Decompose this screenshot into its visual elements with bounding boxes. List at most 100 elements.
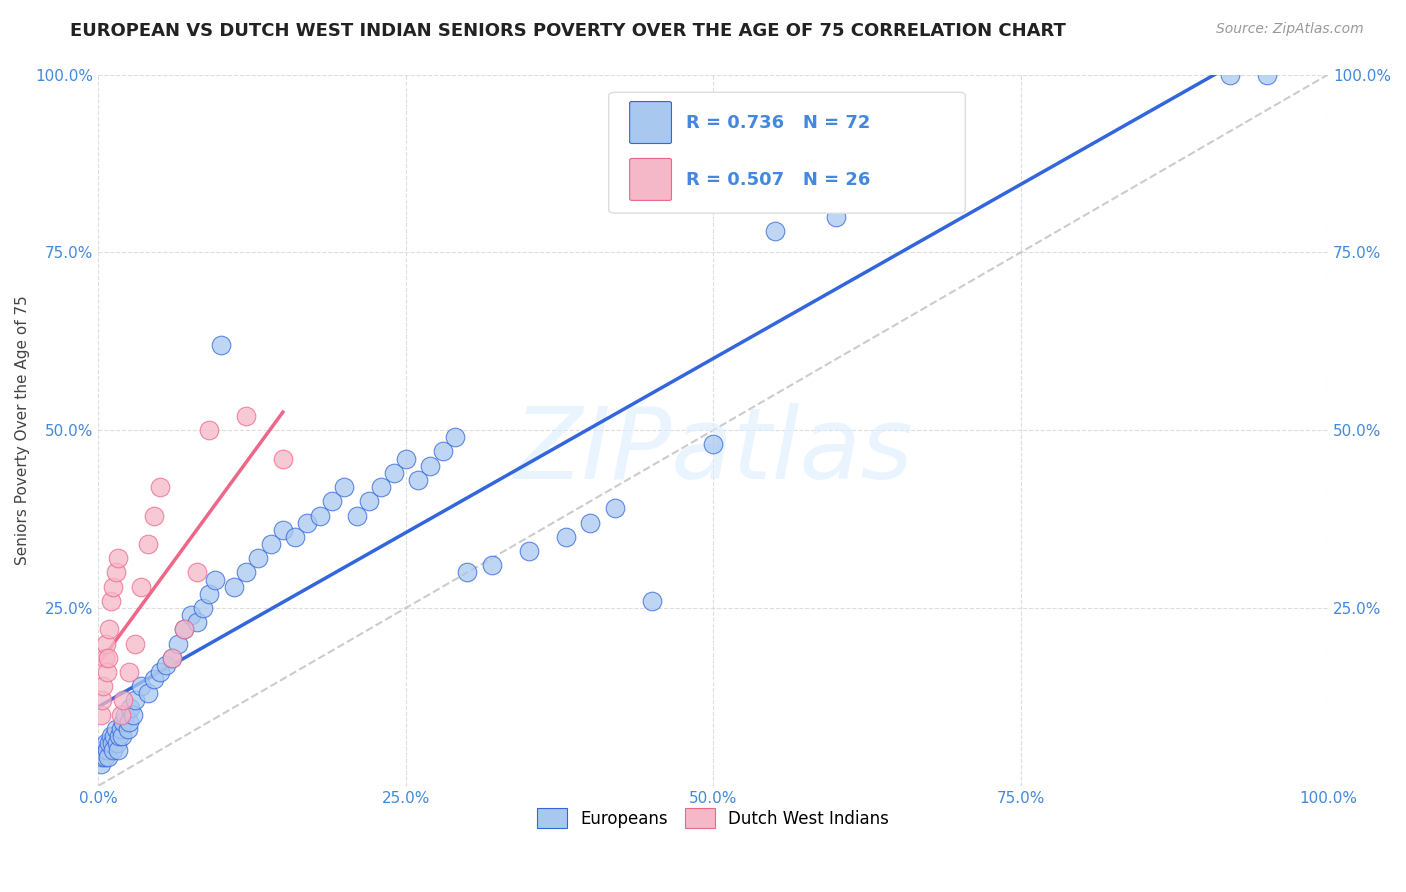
Point [110,707,132,722]
FancyBboxPatch shape [630,102,672,144]
Point [120,700,142,714]
Point [271,523,294,537]
Point [456,566,478,580]
Point [1256,68,1278,82]
Point [142,508,165,523]
Point [118,665,141,679]
Point [167,636,190,650]
Point [111,729,134,743]
Point [149,480,172,494]
Point [101,743,124,757]
Point [346,508,368,523]
Point [702,437,724,451]
Point [124,636,146,650]
Point [117,722,139,736]
Point [222,580,245,594]
Point [186,566,208,580]
Point [382,466,405,480]
Point [603,501,626,516]
Point [160,650,183,665]
Point [308,508,330,523]
Point [173,623,195,637]
Point [96,743,118,757]
Point [432,444,454,458]
Point [271,451,294,466]
Point [97,650,120,665]
Text: R = 0.736   N = 72: R = 0.736 N = 72 [686,114,870,132]
Point [481,558,503,573]
Point [111,714,134,729]
Point [259,537,281,551]
Legend: Europeans, Dutch West Indians: Europeans, Dutch West Indians [530,802,896,834]
Point [104,722,127,736]
Point [406,473,429,487]
Point [105,736,128,750]
Point [204,573,226,587]
Point [149,665,172,679]
Point [419,458,441,473]
Point [284,530,307,544]
Point [136,537,159,551]
Point [186,615,208,630]
Point [97,750,120,764]
Point [124,693,146,707]
Point [333,480,356,494]
Point [235,566,257,580]
Point [107,743,129,757]
Point [93,750,115,764]
Point [235,409,257,423]
Point [104,566,127,580]
Point [91,750,114,764]
Point [395,451,418,466]
Point [100,594,122,608]
Point [111,693,134,707]
Point [444,430,467,444]
Point [96,665,118,679]
Point [98,623,121,637]
Point [554,530,576,544]
Text: ZIPatlas: ZIPatlas [513,403,914,500]
Point [90,757,112,772]
Point [198,587,221,601]
Point [209,338,232,352]
Point [142,672,165,686]
Point [131,580,153,594]
Point [114,707,136,722]
Point [1219,68,1241,82]
Point [101,736,124,750]
Point [370,480,392,494]
Point [101,580,124,594]
Point [579,516,602,530]
Point [198,423,221,437]
Text: EUROPEAN VS DUTCH WEST INDIAN SENIORS POVERTY OVER THE AGE OF 75 CORRELATION CHA: EUROPEAN VS DUTCH WEST INDIAN SENIORS PO… [70,22,1066,40]
Point [297,516,319,530]
Point [641,594,664,608]
Point [100,729,122,743]
Y-axis label: Seniors Poverty Over the Age of 75: Seniors Poverty Over the Age of 75 [15,295,30,565]
Point [103,729,125,743]
Point [155,657,177,672]
FancyBboxPatch shape [609,92,966,213]
Point [131,679,153,693]
Point [94,636,117,650]
Point [108,729,131,743]
Point [91,679,114,693]
Point [136,686,159,700]
Point [110,722,132,736]
Point [118,714,141,729]
Point [825,210,848,224]
Point [94,736,117,750]
Text: Source: ZipAtlas.com: Source: ZipAtlas.com [1216,22,1364,37]
Point [247,551,270,566]
Point [763,224,786,238]
Point [91,693,114,707]
Point [93,650,115,665]
Point [121,707,143,722]
Point [173,623,195,637]
FancyBboxPatch shape [630,159,672,201]
Point [357,494,380,508]
Point [98,736,121,750]
Point [107,551,129,566]
Point [191,601,214,615]
Point [90,707,112,722]
